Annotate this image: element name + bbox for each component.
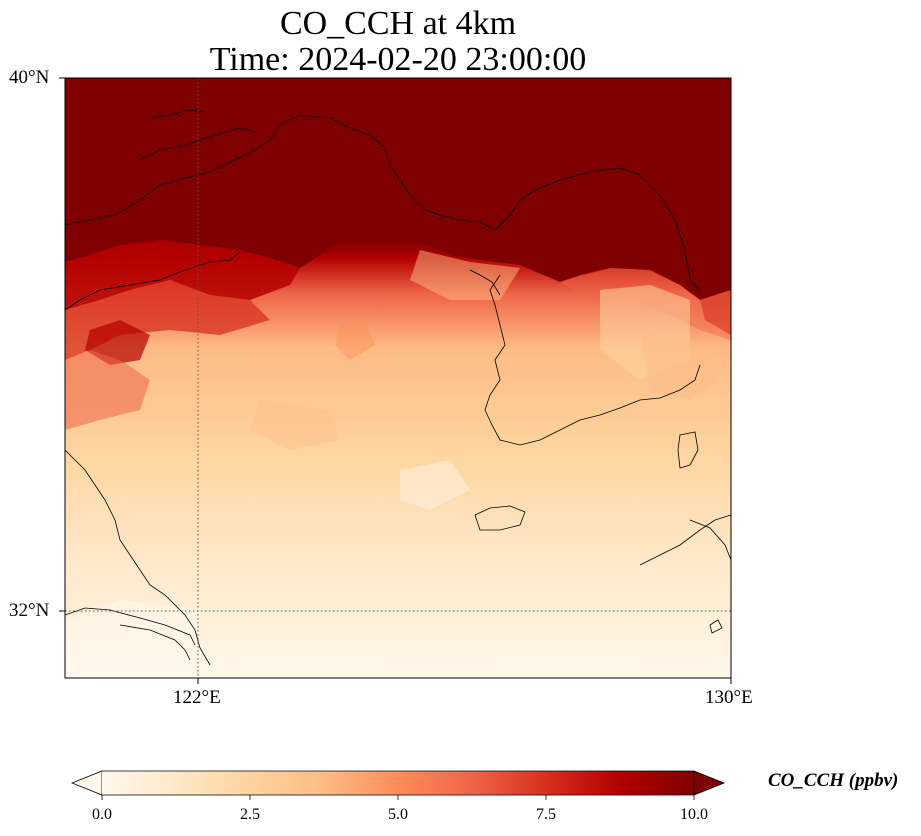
colorbar-ticks bbox=[101, 795, 695, 800]
map-title: CO_CCH at 4km bbox=[279, 5, 517, 42]
lat-tick-label: 40°N bbox=[9, 67, 50, 88]
colorbar-gradient bbox=[102, 771, 694, 795]
lon-tick-label: 130°E bbox=[705, 687, 753, 708]
map-frame bbox=[64, 77, 732, 679]
colorbar-max-extend bbox=[693, 770, 726, 796]
colorbar-tick-label: 0.0 bbox=[92, 806, 112, 823]
colorbar-tick-label: 7.5 bbox=[536, 806, 556, 823]
coastlines bbox=[65, 109, 731, 666]
concentration-field bbox=[65, 78, 731, 678]
colorbar-tick-label: 5.0 bbox=[388, 806, 408, 823]
graticule bbox=[65, 78, 731, 678]
lon-tick-label: 122°E bbox=[173, 687, 221, 708]
map-subtitle-time: Time: 2024-02-20 23:00:00 bbox=[209, 41, 587, 78]
colorbar-min-extend bbox=[70, 770, 103, 796]
lat-tick-label: 32°N bbox=[9, 600, 50, 621]
axis-ticks bbox=[59, 77, 732, 684]
colorbar-label: CO_CCH (ppbv) bbox=[768, 770, 899, 791]
colorbar-tick-label: 2.5 bbox=[240, 806, 260, 823]
colorbar-tick-label: 10.0 bbox=[680, 806, 708, 823]
